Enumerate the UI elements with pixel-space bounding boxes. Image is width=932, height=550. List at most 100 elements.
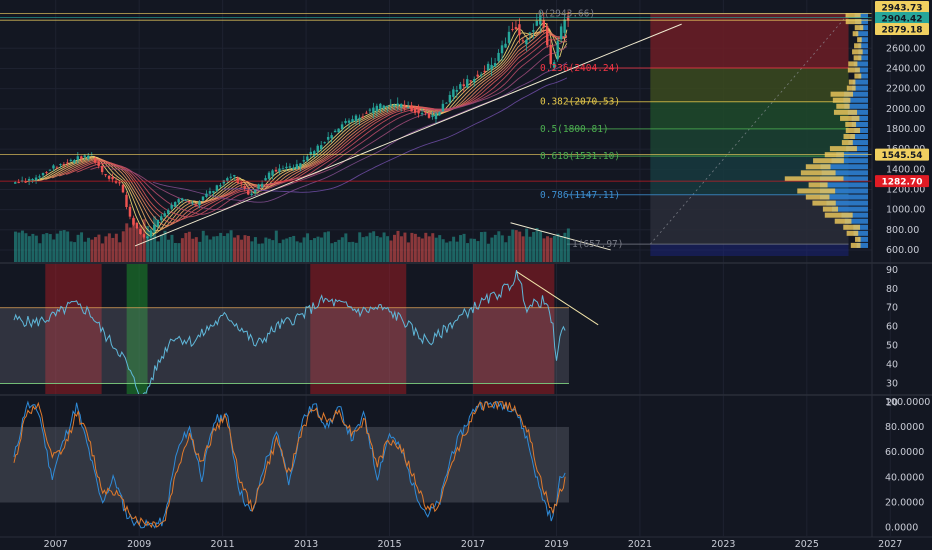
- volume-profile-bar: [843, 224, 861, 230]
- candle-body: [354, 115, 358, 122]
- x-axis-tick-label: 2021: [628, 539, 652, 550]
- volume-bar: [233, 237, 237, 262]
- volume-profile-bar: [834, 218, 852, 224]
- volume-bar: [128, 227, 132, 262]
- volume-bar: [483, 231, 487, 262]
- candle-body: [368, 109, 372, 111]
- candle-body: [104, 174, 107, 176]
- fib-level-label: 0.382(2070.53): [540, 97, 620, 108]
- candle-body: [125, 194, 128, 208]
- candle-body: [507, 31, 511, 43]
- candle-body: [459, 84, 462, 90]
- rsi-panel: [0, 264, 599, 394]
- candle-body: [323, 142, 326, 144]
- candle-body: [187, 201, 191, 203]
- candle-body: [170, 204, 173, 209]
- moving-average-line: [111, 46, 568, 211]
- candle-body: [552, 62, 556, 68]
- volume-profile-bar: [859, 37, 868, 43]
- candle-body: [278, 168, 281, 172]
- volume-bar: [208, 239, 212, 262]
- volume-bar: [403, 232, 407, 262]
- volume-bar: [156, 241, 160, 262]
- volume-bar: [452, 236, 456, 262]
- volume-bar: [295, 241, 299, 262]
- volume-bar: [361, 237, 365, 262]
- volume-bar: [389, 240, 393, 262]
- candle-body: [309, 151, 313, 155]
- volume-bar: [184, 233, 188, 262]
- volume-bar: [441, 239, 445, 262]
- candle-body: [264, 178, 267, 181]
- x-axis-tick-label: 2023: [711, 539, 735, 550]
- candle-body: [302, 160, 306, 162]
- stochastic-axis-tick-label: 40.0000: [885, 472, 924, 483]
- volume-profile-bar: [808, 182, 828, 188]
- stochastic-axis-tick-label: 20.0000: [885, 498, 924, 509]
- volume-bar: [177, 243, 181, 262]
- candle-body: [500, 45, 504, 54]
- candle-body: [448, 94, 452, 103]
- volume-bar: [566, 228, 570, 262]
- moving-average-line: [90, 39, 568, 215]
- x-axis-tick-label: 2011: [211, 539, 235, 550]
- candle-body: [438, 112, 441, 116]
- rsi-trendline: [516, 271, 599, 326]
- rsi-oversold-zone: [126, 264, 148, 394]
- candle-body: [299, 163, 302, 168]
- candle-body: [215, 185, 219, 191]
- candle-body: [246, 190, 250, 195]
- rsi-axis-tick-label: 30: [886, 379, 898, 390]
- x-axis-tick-label: 2007: [44, 539, 68, 550]
- price-axis-tick-label: 1800.00: [886, 124, 925, 135]
- volume-profile-bar: [848, 61, 858, 67]
- candle-body: [427, 113, 431, 118]
- candle-body: [128, 206, 132, 217]
- fibonacci-zones: [566, 13, 849, 256]
- stochastic-axis-tick-label: 80.0000: [885, 422, 924, 433]
- volume-bar: [413, 233, 417, 262]
- volume-bars: [14, 216, 570, 262]
- fib-level-label: 0.5(1800.81): [540, 124, 609, 135]
- volume-profile-bar: [843, 97, 868, 103]
- volume-bar: [549, 237, 553, 262]
- volume-bar: [201, 230, 205, 262]
- candle-body: [59, 164, 62, 166]
- candle-body: [406, 107, 410, 109]
- candle-body: [326, 136, 330, 140]
- candle-body: [52, 165, 55, 169]
- candle-body: [396, 103, 399, 106]
- volume-bar: [386, 236, 390, 262]
- candle-body: [66, 162, 69, 164]
- volume-profile-bar: [831, 206, 868, 212]
- candle-body: [243, 186, 246, 189]
- volume-bar: [514, 230, 518, 262]
- volume-bar: [406, 242, 410, 262]
- volume-bar: [20, 230, 24, 262]
- moving-averages: [24, 22, 682, 251]
- volume-profile-bar: [858, 55, 868, 61]
- volume-bar: [281, 239, 285, 262]
- rsi-axis-tick-label: 50: [886, 341, 898, 352]
- volume-profile-bar: [854, 13, 868, 19]
- panel-separators: [0, 0, 932, 538]
- candle-body: [556, 41, 559, 60]
- volume-bar: [518, 231, 522, 262]
- candle-body: [490, 64, 493, 70]
- candle-body: [219, 185, 222, 187]
- volume-bar: [14, 231, 17, 262]
- volume-bar: [246, 235, 250, 262]
- volume-bar: [250, 241, 254, 262]
- volume-bar: [111, 237, 115, 262]
- candle-body: [358, 117, 361, 120]
- candle-body: [260, 183, 264, 188]
- price-axis-tick-label: 2200.00: [886, 84, 925, 95]
- volume-profile-bar: [848, 79, 856, 85]
- candle-body: [486, 63, 490, 71]
- candle-body: [417, 107, 420, 114]
- candle-body: [14, 182, 17, 184]
- price-axis-tick-label: 1200.00: [886, 184, 925, 195]
- volume-bar: [365, 236, 369, 262]
- candle-body: [549, 44, 552, 65]
- volume-profile-bar: [856, 242, 868, 248]
